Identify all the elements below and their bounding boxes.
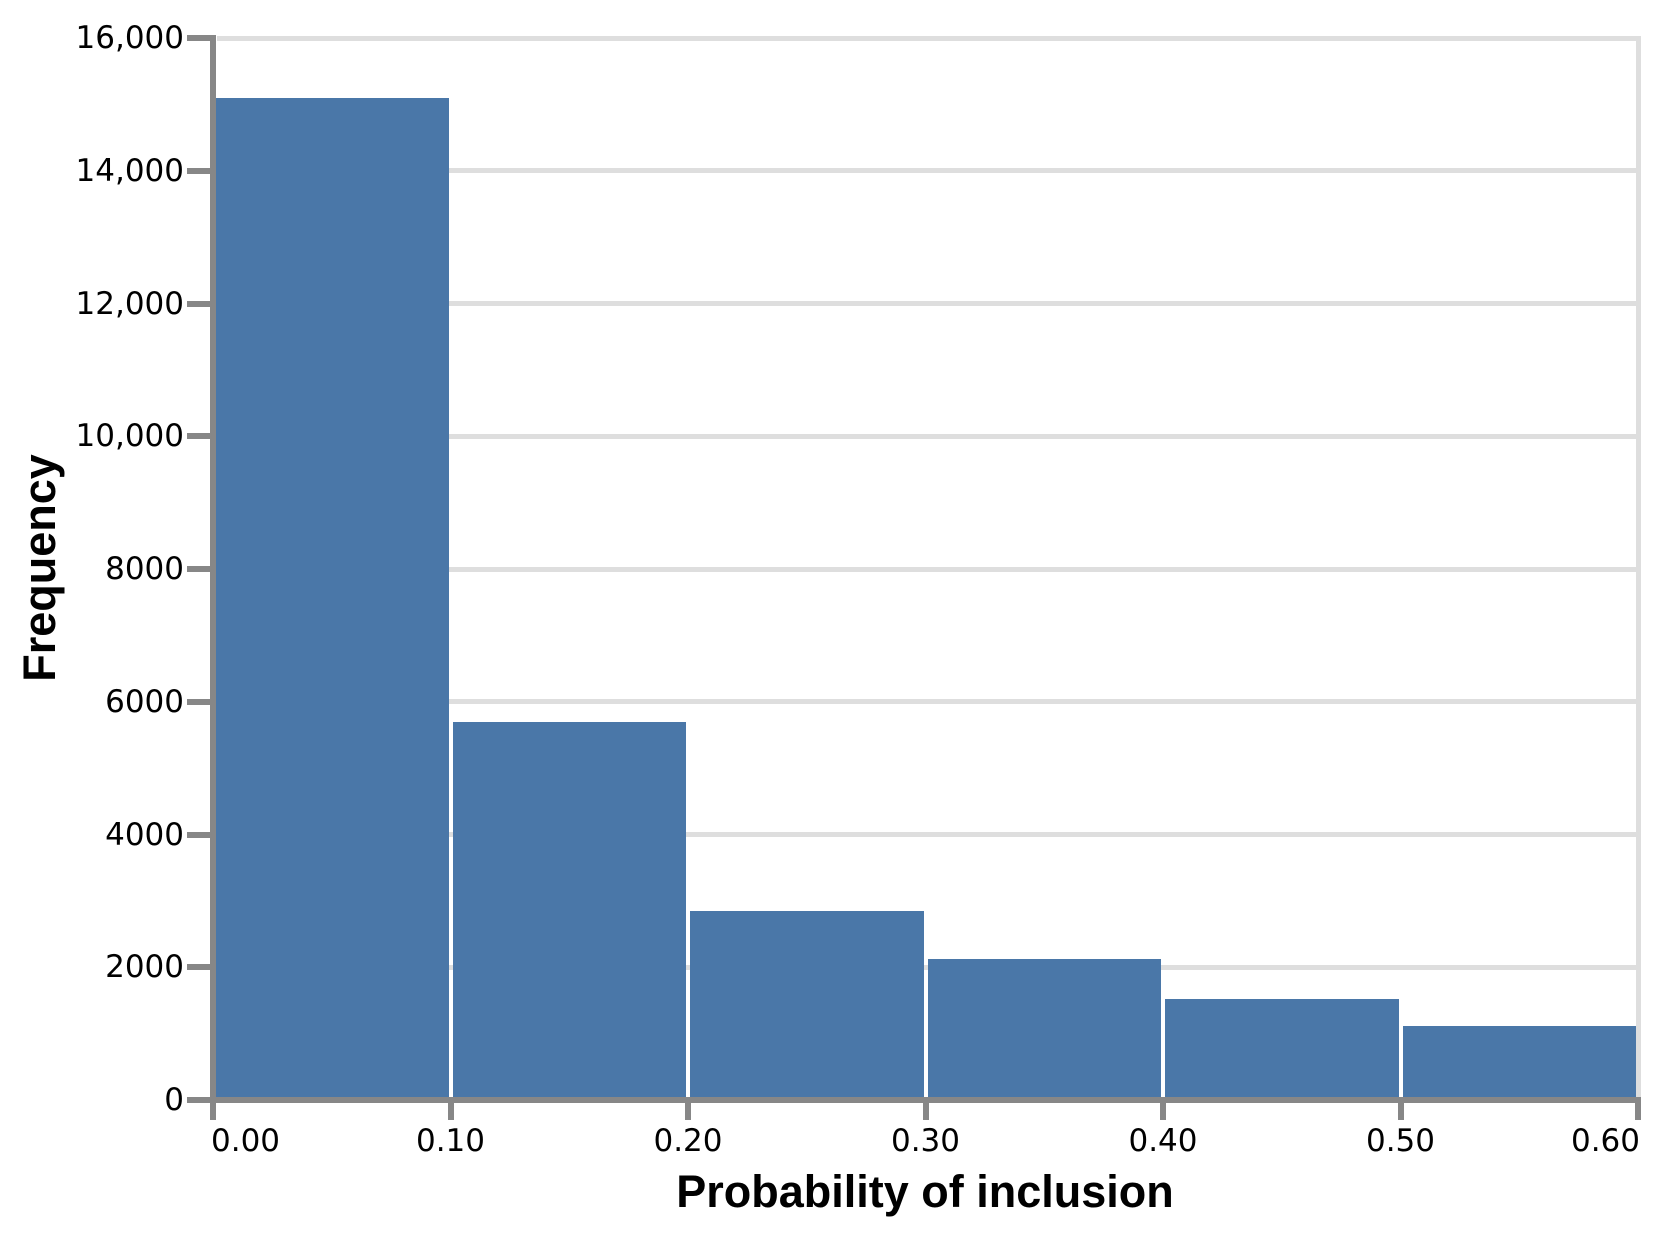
histogram-bar	[215, 97, 449, 1100]
y-tick-label: 16,000	[75, 20, 184, 56]
y-tick-mark	[187, 964, 210, 971]
gridline	[217, 832, 1638, 837]
histogram-bar	[927, 959, 1161, 1100]
y-tick-mark	[187, 35, 210, 41]
x-tick-mark	[210, 1103, 216, 1120]
y-tick-label: 2000	[105, 949, 184, 986]
gridline	[217, 35, 1638, 41]
x-axis-line	[210, 1097, 1641, 1103]
x-tick-label: 0.60	[1570, 1123, 1640, 1159]
y-axis-title: Frequency	[14, 454, 65, 682]
y-axis-line	[210, 35, 216, 1103]
x-tick-mark	[1397, 1103, 1404, 1120]
x-tick-mark	[1635, 1103, 1641, 1120]
y-tick-mark	[187, 566, 210, 572]
x-tick-label: 0.20	[653, 1123, 723, 1159]
y-tick-label: 0	[164, 1082, 184, 1118]
gridline	[217, 699, 1638, 705]
histogram-bar	[1402, 1026, 1636, 1100]
x-tick-mark	[685, 1103, 691, 1120]
histogram-bar	[452, 721, 686, 1100]
gridline	[217, 301, 1638, 306]
x-axis-title: Probability of inclusion	[676, 1166, 1174, 1217]
x-tick-mark	[447, 1103, 454, 1120]
y-tick-label: 10,000	[75, 418, 184, 455]
gridline	[217, 566, 1638, 572]
gridline	[217, 433, 1638, 439]
right-spine	[1635, 35, 1641, 1100]
y-tick-label: 14,000	[75, 152, 184, 189]
y-tick-mark	[187, 831, 210, 838]
y-tick-mark	[187, 167, 210, 174]
y-tick-label: 12,000	[75, 285, 184, 322]
y-tick-mark	[187, 433, 210, 440]
x-tick-label: 0.10	[415, 1123, 486, 1159]
y-tick-mark	[187, 300, 210, 307]
gridline	[217, 168, 1638, 174]
histogram-bar	[1165, 999, 1399, 1100]
x-tick-label: 0.30	[890, 1123, 961, 1159]
histogram-bar	[690, 911, 924, 1100]
x-tick-mark	[922, 1103, 929, 1120]
x-tick-mark	[1160, 1103, 1166, 1120]
y-tick-label: 6000	[105, 683, 184, 720]
x-tick-label: 0.00	[211, 1123, 281, 1159]
x-tick-label: 0.40	[1128, 1123, 1198, 1159]
y-tick-mark	[187, 698, 210, 705]
y-tick-label: 8000	[105, 551, 184, 587]
x-tick-label: 0.50	[1365, 1123, 1436, 1159]
y-tick-label: 4000	[105, 816, 184, 853]
y-tick-mark	[187, 1097, 210, 1103]
